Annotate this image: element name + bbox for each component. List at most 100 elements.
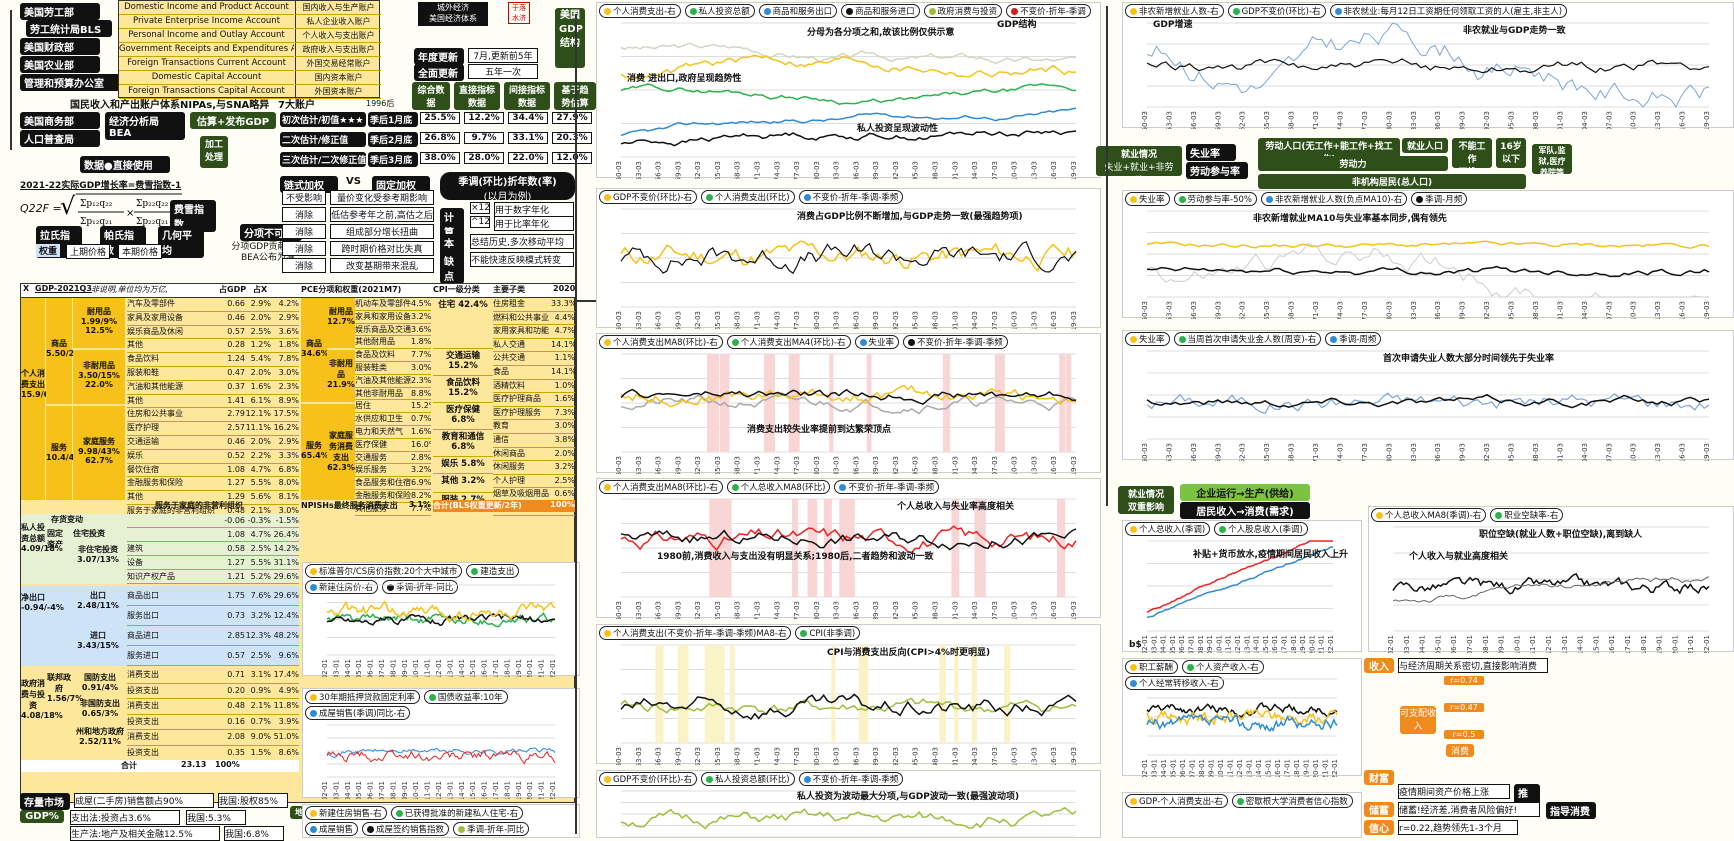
nav-commerce[interactable]: 美国商务部 bbox=[20, 112, 100, 129]
legend-chip[interactable]: 30年期抵押贷款固定利率 bbox=[305, 690, 420, 704]
legend-chip[interactable]: 不变价-折年-季调-季频 bbox=[798, 772, 904, 786]
legend-chip[interactable]: 当周首次申请失业金人数(周变)-右 bbox=[1173, 332, 1322, 346]
x-tick-label: 2006-01 bbox=[1450, 635, 1458, 653]
legend-chip[interactable]: 已获得批准的新建私人住宅-右 bbox=[390, 806, 524, 820]
nav-census[interactable]: 人口普查局 bbox=[20, 130, 100, 147]
legend-chip[interactable]: 职工薪酬 bbox=[1125, 660, 1179, 674]
wealth-tag[interactable]: 财富 bbox=[1364, 770, 1394, 785]
process[interactable]: 加工处理 bbox=[200, 136, 228, 168]
estimate-publish[interactable]: 估算+发布GDP bbox=[190, 112, 276, 129]
legend-chip[interactable]: 私人投资总额 bbox=[684, 4, 755, 18]
table-cell: 0.46 bbox=[227, 436, 245, 446]
estimate-name[interactable]: 初次估计/初值★★★ bbox=[280, 112, 366, 127]
nav-bls[interactable]: 劳工统计局BLS bbox=[26, 20, 112, 37]
gdp-structure[interactable]: 美国GDP结构 bbox=[555, 8, 585, 68]
legend-chip[interactable]: 失业率 bbox=[1125, 332, 1170, 346]
legend-chip[interactable]: 新建住房价-右 bbox=[305, 580, 379, 594]
legend-chip[interactable]: 不变价-折年-季调 bbox=[1006, 4, 1091, 18]
legend-chip[interactable]: 个人消费支出MA4(环比)-右 bbox=[726, 335, 851, 349]
legend-chip[interactable]: 标准普尔/CS房价指数:20个大中城市 bbox=[305, 564, 463, 578]
legend-chip[interactable]: 不变价-折年-季调-季频 bbox=[798, 190, 904, 204]
legend-chip[interactable]: 季调-周频 bbox=[1325, 332, 1382, 346]
nav-treasury[interactable]: 美国财政部 bbox=[20, 38, 100, 55]
employment[interactable]: 就业情况 失业+就业+非劳动 bbox=[1096, 146, 1182, 186]
employment-2[interactable]: 就业情况 双重影响 bbox=[1118, 486, 1174, 514]
labor-part[interactable]: 劳动参与率 bbox=[1186, 162, 1248, 179]
x-tick-label: 2009-01 bbox=[401, 659, 409, 677]
table-row: 金融服务和保险 8.2% bbox=[355, 490, 431, 503]
legend-chip[interactable]: 商品和服务进口 bbox=[841, 4, 920, 18]
saving-tag[interactable]: 储蓄 bbox=[1364, 802, 1394, 817]
seasonal-sub: (以月为例) bbox=[483, 192, 532, 203]
table-cell: 水供应和卫生 bbox=[355, 414, 403, 424]
legend-chip[interactable]: 成屋销售(季调)同比-右 bbox=[305, 706, 411, 720]
estimate-name[interactable]: 二次估计/修正值 bbox=[280, 132, 366, 147]
legend-chip[interactable]: 个人消费支出(不变价-折年-季调-季频)MA8-右 bbox=[599, 626, 792, 640]
legend-chip[interactable]: 个人消费支出-右 bbox=[599, 4, 681, 18]
x-tick-label: 1974-03 bbox=[1336, 301, 1344, 319]
chain-weighted[interactable]: 链式加权 bbox=[280, 176, 338, 193]
legend-dot-icon bbox=[859, 339, 867, 346]
legend-chip[interactable]: 成屋销售 bbox=[305, 822, 359, 836]
legend-chip[interactable]: 成屋签约销售指数 bbox=[362, 822, 450, 836]
legend-chip[interactable]: 不变价-折年-季调-季频 bbox=[834, 480, 940, 494]
unemp-rate[interactable]: 失业率 bbox=[1186, 144, 1236, 161]
fixed-weighted[interactable]: 固定加权 bbox=[372, 176, 430, 193]
nav-agri[interactable]: 美国农业部 bbox=[20, 56, 100, 73]
asset-note: 疫情期间资产价格上涨 bbox=[1398, 784, 1510, 799]
legend-chip[interactable]: CPI(非季调) bbox=[795, 626, 861, 640]
legend-chip[interactable]: 政府消费与投资 bbox=[923, 4, 1003, 18]
annual-update[interactable]: 年度更新 bbox=[414, 48, 464, 65]
chart-title: CPI与消费支出反向(CPI>4%时更明显) bbox=[827, 646, 990, 658]
legend-chip[interactable]: 个人总收入MA8(季调)-右 bbox=[1371, 508, 1487, 522]
legend-chip[interactable]: GDP不变价(环比)-右 bbox=[1227, 4, 1326, 18]
legend-chip[interactable]: 非农新增就业人数(负点MA10)-右 bbox=[1260, 192, 1408, 206]
legend-chip[interactable]: 个人总收入(季调) bbox=[1125, 522, 1211, 536]
gov: 政府消费与投资 4.08/18% bbox=[21, 679, 63, 720]
legend-chip[interactable]: 非农新增就业人数-右 bbox=[1125, 4, 1224, 18]
confidence-tag[interactable]: 信心 bbox=[1364, 820, 1394, 835]
legend-chip[interactable]: 商品和服务出口 bbox=[758, 4, 838, 18]
legend-chip[interactable]: 失业率 bbox=[1125, 192, 1170, 206]
nav-bea[interactable]: 经济分析局BEA bbox=[105, 112, 185, 140]
legend-chip[interactable]: GDP-个人消费支出-右 bbox=[1125, 794, 1228, 808]
legend-chip[interactable]: 职业空缺率-右 bbox=[1490, 508, 1564, 522]
estimate-value: 33.1% bbox=[508, 132, 548, 144]
legend-chip[interactable]: 季调-月频 bbox=[1411, 192, 1468, 206]
legend-chip[interactable]: 建造支出 bbox=[466, 564, 520, 578]
legend-chip[interactable]: 失业率 bbox=[854, 335, 900, 349]
legend-chip[interactable]: 劳动参与率-50% bbox=[1173, 192, 1257, 206]
table-cell: 0.28 bbox=[227, 340, 245, 350]
estimate-name[interactable]: 三次估计/二次修正值 bbox=[280, 152, 366, 167]
gdp-pct[interactable]: GDP% bbox=[20, 810, 64, 823]
legend-chip[interactable]: 不变价-折年-季调-季频 bbox=[903, 335, 1008, 349]
legend-chip[interactable]: 季调-折年-同比 bbox=[453, 822, 530, 836]
legend-chip[interactable]: 个人消费支出MA8(环比)-右 bbox=[599, 480, 723, 494]
legend-chip[interactable]: GDP不变价(环比)-右 bbox=[599, 190, 697, 204]
income-tag[interactable]: 收入 bbox=[1364, 658, 1394, 673]
legend-chip[interactable]: 国债收益率:10年 bbox=[423, 690, 508, 704]
geo-mean[interactable]: 几何平均 bbox=[158, 226, 204, 258]
table-cell: 1.08 bbox=[227, 530, 245, 539]
legend-chip[interactable]: 个人消费支出(环比) bbox=[700, 190, 795, 204]
nav-us-labor[interactable]: 美国劳工部 bbox=[20, 3, 100, 20]
index-mgmt[interactable]: 指导消费 bbox=[1546, 802, 1596, 819]
seasonal-annualized[interactable]: 季调(环比)折年数(率) (以月为例) bbox=[440, 172, 575, 203]
legend-chip[interactable]: GDP不变价(环比)-右 bbox=[599, 772, 697, 786]
legend-chip[interactable]: 私人投资总额(环比) bbox=[700, 772, 795, 786]
recession-band bbox=[942, 354, 951, 452]
legend-chip[interactable]: 个人总收入MA8(环比) bbox=[726, 480, 831, 494]
legend-chip[interactable]: 季调-折年-同比 bbox=[382, 580, 459, 594]
svg-text:Σp₁₂q₂₂: Σp₁₂q₂₂ bbox=[80, 199, 113, 209]
legend-chip[interactable]: 新建住房销售-右 bbox=[305, 806, 387, 820]
legend-chip[interactable]: 个人股息收入(季调) bbox=[1214, 522, 1308, 536]
legend-chip[interactable]: 非农就业:每月12日工资期任何领取工资的人(雇主,非主人) bbox=[1329, 4, 1568, 18]
legend-chip[interactable]: 个人消费支出MA8(环比)-右 bbox=[599, 335, 723, 349]
legend-chip[interactable]: 个人资产收入-右 bbox=[1182, 660, 1264, 674]
nav-omb[interactable]: 管理和预算办公室 bbox=[20, 74, 120, 91]
x-tick-label: 1950-03 bbox=[615, 161, 623, 179]
table-cell: 服装和鞋 bbox=[127, 367, 159, 377]
legend-chip[interactable]: 密歇根大学消费者信心指数 bbox=[1231, 794, 1353, 808]
full-update[interactable]: 全面更新 bbox=[414, 64, 464, 81]
housing-stock[interactable]: 存量市场 bbox=[20, 793, 70, 810]
